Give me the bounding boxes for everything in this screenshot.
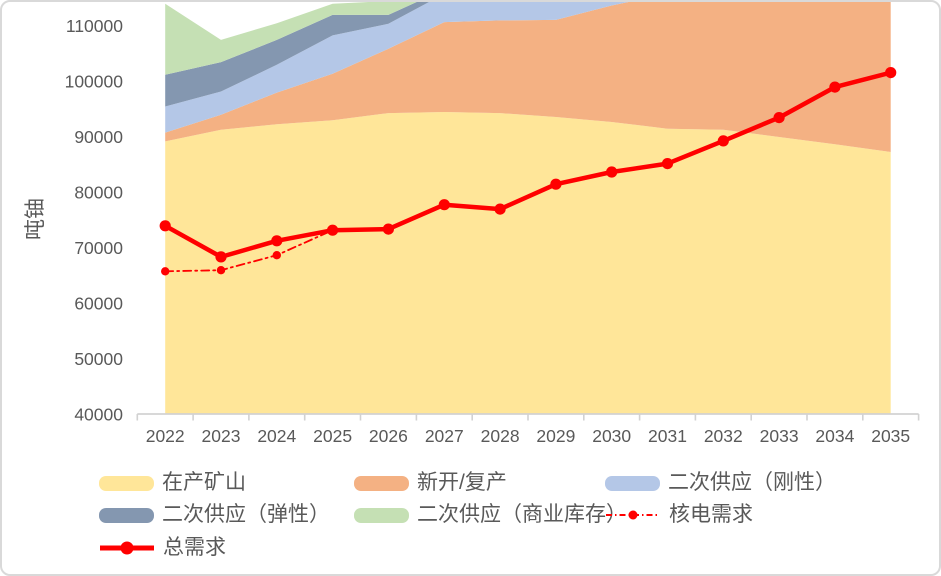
marker-total-demand	[382, 223, 394, 235]
legend-label: 二次供应（商业库存）	[417, 503, 627, 526]
y-axis-tick-label: 50000	[74, 349, 123, 369]
legend-swatch-area	[99, 475, 154, 491]
marker-total-demand	[773, 112, 785, 124]
legend-swatch-solid-line	[100, 541, 154, 555]
marker-total-demand	[494, 203, 506, 215]
legend-swatch-area	[354, 507, 409, 523]
marker-total-demand	[327, 224, 339, 236]
x-axis-tick-label: 2030	[592, 426, 631, 446]
marker-total-demand	[885, 67, 897, 79]
marker-nuclear-demand	[216, 266, 226, 275]
x-axis-tick-label: 2034	[815, 426, 854, 446]
x-axis-tick-label: 2025	[313, 426, 352, 446]
x-axis-tick-label: 2022	[146, 426, 185, 446]
legend-item-在产矿山: 在产矿山	[99, 470, 246, 496]
y-axis-tick-label: 40000	[74, 405, 123, 425]
x-axis-tick-label: 2026	[369, 426, 408, 446]
legend-item-新开/复产: 新开/复产	[354, 470, 507, 496]
y-axis-tick-label: 100000	[65, 72, 124, 92]
marker-total-demand	[438, 199, 450, 211]
area-secondary-inventory	[165, 2, 417, 75]
x-axis-tick-label: 2035	[871, 426, 910, 446]
legend-item-二次供应（刚性）: 二次供应（刚性）	[605, 470, 836, 496]
marker-total-demand	[606, 166, 618, 178]
line-total-demand	[162, 70, 893, 260]
marker-total-demand	[215, 251, 227, 263]
legend-item-二次供应（弹性）: 二次供应（弹性）	[99, 502, 330, 528]
legend-swatch-dashdot-line	[606, 510, 660, 520]
x-axis-tick-label: 2033	[760, 426, 799, 446]
legend-label: 总需求	[163, 536, 226, 559]
marker-total-demand	[271, 235, 283, 247]
stacked-area-chart: 40000 50000 60000 70000 80000 90000 100000 1100…	[24, 2, 920, 446]
legend-item-总需求: 总需求	[99, 535, 226, 561]
area-producing-mines	[165, 112, 891, 415]
marker-nuclear-demand	[161, 267, 170, 276]
x-axis-tick-label: 2023	[202, 426, 241, 446]
legend-item-二次供应（商业库存）: 二次供应（商业库存）	[354, 502, 627, 528]
area-secondary-elastic	[165, 2, 430, 107]
y-axis-tick-label: 90000	[74, 127, 123, 147]
legend-label: 在产矿山	[162, 471, 246, 494]
marker-total-demand	[550, 178, 562, 190]
x-axis-tick-label: 2031	[648, 426, 687, 446]
marker-total-demand	[717, 135, 729, 147]
x-axis-tick-label: 2032	[704, 426, 743, 446]
marker-total-demand	[661, 158, 674, 170]
marker-total-demand	[829, 81, 841, 93]
legend-swatch-area	[99, 507, 154, 523]
y-axis-tick-label: 80000	[74, 183, 123, 203]
marker-nuclear-demand	[272, 251, 281, 260]
y-axis-title: 吨铀	[24, 198, 47, 240]
legend-item-核电需求: 核电需求	[605, 502, 753, 528]
marker-total-demand	[159, 220, 171, 232]
legend-swatch-area	[605, 475, 660, 491]
legend-label: 二次供应（刚性）	[668, 471, 836, 494]
y-axis-tick-label: 60000	[74, 294, 123, 314]
legend-label: 核电需求	[669, 503, 753, 526]
x-axis-tick-label: 2029	[536, 426, 575, 446]
x-axis-tick-label: 2028	[481, 426, 520, 446]
x-axis-tick-label: 2027	[425, 426, 464, 446]
x-axis-tick-label: 2024	[257, 426, 296, 446]
area-new-or-restarted	[165, 2, 891, 152]
legend-label: 新开/复产	[417, 471, 507, 494]
area-secondary-rigid	[165, 2, 629, 133]
y-axis-tick-label: 70000	[74, 238, 123, 258]
y-axis-tick-label: 110000	[66, 16, 123, 36]
legend-swatch-area	[354, 475, 409, 491]
legend-label: 二次供应（弹性）	[162, 503, 330, 526]
